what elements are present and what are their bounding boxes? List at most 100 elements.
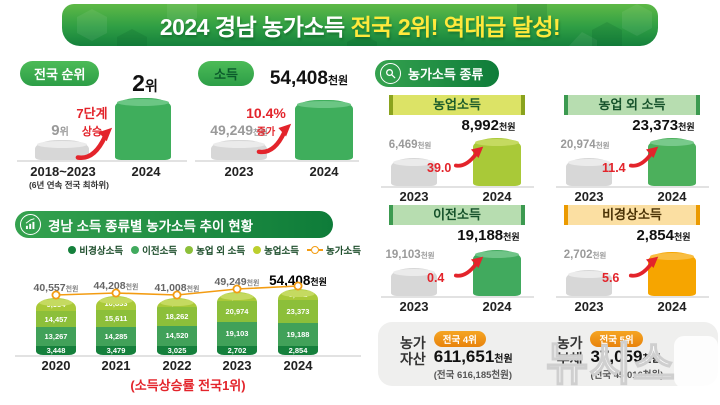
title-white: 2024 경남 농가소득: [159, 14, 345, 40]
trend-header-pill: 경남 소득 종류별 농가소득 추이 현황: [15, 211, 333, 238]
trend-caption: (소득상승률 전국1위): [130, 378, 246, 393]
legend-line-marker-part: [307, 249, 312, 251]
section-income-types-header: 농가소득 종류: [375, 60, 500, 87]
prev-rank-bar: [35, 140, 89, 160]
prev-year-label: 2023: [574, 299, 604, 314]
national-average: (전국 616,185천원): [433, 370, 513, 381]
growth-chart-icon: [20, 214, 41, 235]
pct-change-label: 0.4: [427, 271, 445, 285]
prev-year-label: 2018~2023: [30, 164, 96, 179]
watermark-block: [674, 336, 718, 388]
bar-segment: 2,702: [217, 345, 257, 355]
category-label: 2021: [101, 358, 131, 373]
legend-label: 농업 외 소득: [196, 246, 246, 257]
new-rank-label: 2위: [132, 70, 158, 96]
new-rank-bar: [115, 98, 171, 160]
legend-item: 비경상소득: [68, 243, 123, 257]
income-types-header-text: 농가소득 종류: [408, 67, 484, 82]
bar-segment: 23,373: [278, 299, 318, 323]
income-badge: 소득: [198, 61, 254, 86]
mini-chart-farming-income: 농업소득 8,992천원 6,469천원 39.0 2023 2024: [375, 92, 540, 204]
prev-rank-label: 9위: [51, 122, 69, 139]
bar-segment: 3,025: [157, 345, 197, 355]
prev-value-label: 20,974천원: [560, 139, 610, 151]
trend-header-text: 경남 소득 종류별 농가소득 추이 현황: [48, 218, 254, 234]
bar-segment: 3,479: [96, 345, 136, 355]
legend-label: 이전소득: [142, 246, 178, 257]
axis-line: [556, 296, 709, 298]
mini-chart-title: 농업 외 소득: [564, 95, 700, 115]
bar-segment: 19,103: [217, 321, 257, 346]
legend-marker: [131, 246, 140, 254]
pct-change-label: 11.4: [602, 161, 626, 175]
trend-stacked-bar-chart: 9,38414,45713,2673,44840,557천원202010,833…: [15, 252, 361, 374]
prev-income-bar: [211, 140, 267, 160]
watermark: 뉴시스: [545, 337, 676, 391]
national-average: (전국 45,016천원): [590, 370, 664, 381]
bar-cap: [99, 297, 133, 304]
debt-value: 37,059천원: [590, 347, 661, 366]
prev-bar: [566, 270, 612, 296]
bar-segment: 18,262: [157, 307, 197, 326]
bar-cap: [281, 290, 315, 297]
title-banner: 2024 경남 농가소득 전국 2위! 역대급 달성!: [62, 4, 658, 46]
bar-cap: [160, 299, 194, 306]
new-year-label: 2024: [482, 299, 512, 314]
mini-chart-non-current-income: 비경상소득 2,854천원 2,702천원 5.6 2023 2024: [550, 202, 715, 314]
axis-line: [381, 296, 534, 298]
new-year-label: 2024: [131, 164, 161, 179]
new-year-label: 2024: [482, 189, 512, 204]
legend-marker: [68, 246, 77, 254]
prev-bar: [566, 158, 612, 186]
section-trend-header: 경남 소득 종류별 농가소득 추이 현황: [15, 211, 333, 238]
prev-bar: [391, 158, 437, 186]
prev-year-label: 2023: [224, 164, 254, 179]
legend-item: 농업소득: [253, 243, 299, 257]
assets-box: 농가 자산 전국 4위 611,651천원 (전국 616,185천원) 농가 부채…: [378, 322, 718, 386]
legend-item: 이전소득: [131, 243, 177, 257]
up-arrow-icon: [256, 123, 292, 155]
bar-segment: 14,285: [96, 326, 136, 346]
category-label: 2023: [222, 358, 252, 373]
new-value-label: 19,188천원: [457, 227, 520, 244]
bar-segment: 13,267: [36, 327, 76, 346]
axis-line: [15, 355, 361, 357]
farm-assets-label: 농가 자산: [400, 335, 426, 368]
bar-segment: 14,520: [157, 325, 197, 346]
legend-label: 농업소득: [264, 246, 300, 257]
bar-total-label: 54,408천원: [269, 273, 327, 288]
pct-change-label: 5.6: [602, 271, 620, 285]
legend-line-marker-part: [311, 246, 320, 254]
rank-badge: 전국 5위: [590, 331, 643, 347]
rank-badge: 전국 4위: [433, 331, 486, 347]
prev-value-label: 2,702천원: [563, 249, 607, 261]
up-arrow-icon: [453, 146, 484, 168]
bar-segment: 3,448: [36, 345, 76, 355]
section-income: 소득 49,249천원 54,408천원 10.4% 증가 2023 2024: [193, 56, 361, 206]
new-bar: [473, 138, 521, 186]
mini-chart-non-farming-income: 농업 외 소득 23,373천원 20,974천원 11.4 2023 2024: [550, 92, 715, 204]
rank-change-label: 7단계 상승: [76, 106, 108, 138]
axis-line: [195, 160, 359, 162]
axis-line: [556, 186, 709, 188]
axis-line: [17, 160, 187, 162]
legend-marker: [307, 246, 324, 254]
bar-cap: [39, 299, 73, 306]
pct-change-label: 39.0: [427, 161, 452, 175]
legend-label: 농가소득: [326, 246, 361, 257]
category-label: 2022: [162, 358, 192, 373]
new-year-label: 2024: [309, 164, 339, 179]
income-types-header-pill: 농가소득 종류: [375, 60, 500, 87]
farm-debt-label: 농가 부채: [556, 335, 583, 368]
category-label: 2024: [283, 358, 313, 373]
new-value-label: 2,854천원: [636, 227, 691, 244]
title-yellow: 전국 2위! 역대급 달성!: [350, 14, 561, 40]
prev-income-label: 49,249천원: [210, 122, 268, 138]
up-arrow-icon: [628, 146, 659, 168]
legend-label: 비경상소득: [79, 246, 124, 257]
mini-chart-title: 이전소득: [389, 205, 525, 225]
